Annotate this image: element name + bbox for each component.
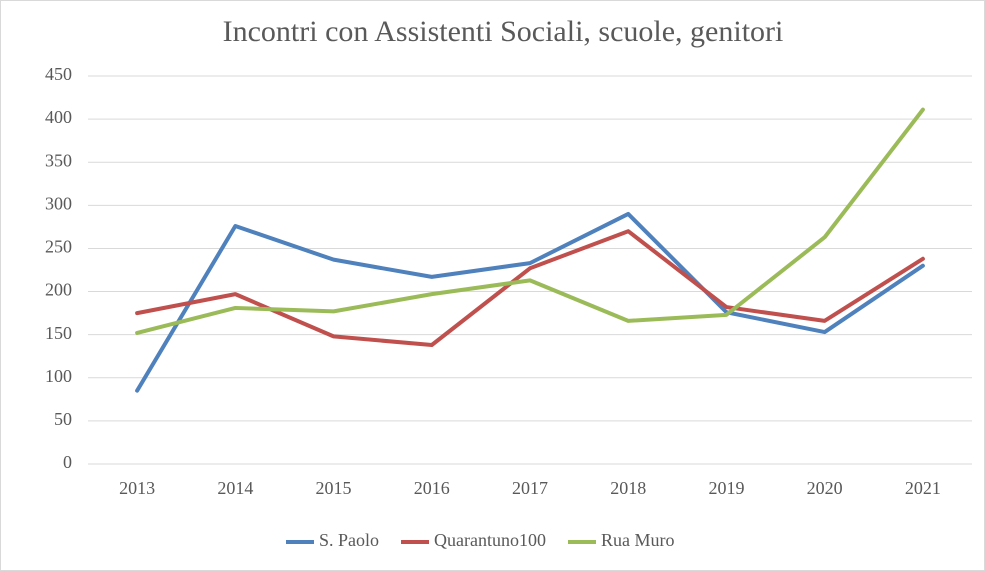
y-tick-label: 200 <box>45 280 72 300</box>
y-tick-label: 0 <box>63 452 72 472</box>
y-tick-label: 150 <box>45 323 72 343</box>
x-tick-label: 2016 <box>414 478 450 498</box>
line-series <box>135 107 925 335</box>
x-tick-label: 2018 <box>610 478 646 498</box>
x-tick-label: 2013 <box>119 478 155 498</box>
x-tick-label: 2019 <box>708 478 744 498</box>
y-tick-label: 450 <box>45 64 72 84</box>
x-tick-label: 2015 <box>316 478 352 498</box>
y-tick-label: 350 <box>45 150 72 170</box>
x-tick-label: 2017 <box>512 478 548 498</box>
y-tick-label: 50 <box>54 409 72 429</box>
legend-label: Rua Muro <box>601 530 675 550</box>
y-tick-label: 300 <box>45 193 72 213</box>
y-tick-label: 250 <box>45 237 72 257</box>
y-tick-label: 100 <box>45 366 72 386</box>
x-tick-label: 2014 <box>217 478 253 498</box>
y-tick-label: 400 <box>45 107 72 127</box>
x-tick-label: 2020 <box>807 478 843 498</box>
x-tick-label: 2021 <box>905 478 941 498</box>
line-series <box>135 211 925 393</box>
legend-label: Quarantuno100 <box>434 530 546 550</box>
chart-title: Incontri con Assistenti Sociali, scuole,… <box>223 15 784 48</box>
legend-label: S. Paolo <box>319 530 379 550</box>
